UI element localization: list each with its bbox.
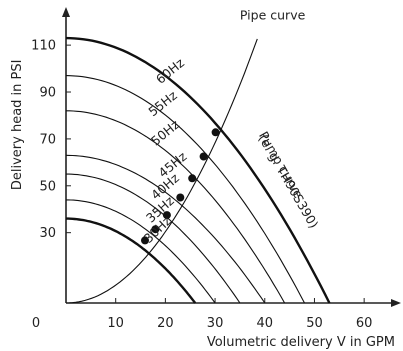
y-axis-arrow <box>62 7 70 17</box>
operating-point <box>188 174 197 183</box>
x-tick-label: 60 <box>356 316 373 331</box>
y-tick-label: 90 <box>39 86 56 101</box>
curve-label-50hz: 50Hz <box>148 116 182 148</box>
y-tick-label: 110 <box>31 39 56 54</box>
x-axis-arrow <box>391 299 401 307</box>
x-tick-label: 50 <box>306 316 323 331</box>
pump-curve-55hz <box>65 75 305 304</box>
operating-points <box>141 128 220 245</box>
x-tick-label: 40 <box>256 316 273 331</box>
pump-model-label: (e. g. TH90S390) <box>255 131 321 230</box>
pipe-curve-group <box>65 38 258 304</box>
x-tick-label: 30 <box>207 316 224 331</box>
x-tick-label: 20 <box>157 316 174 331</box>
pump-curve-35hz <box>66 199 216 304</box>
curve-label-60hz: 60Hz <box>153 55 188 87</box>
operating-point <box>141 236 149 245</box>
curve-label-55hz: 55Hz <box>145 87 180 119</box>
y-tick-label: 30 <box>39 226 56 241</box>
pump-curve-30hz <box>66 217 197 304</box>
x-tick-label: 0 <box>32 316 40 331</box>
y-tick-label: 50 <box>39 179 56 194</box>
x-tick-label: 10 <box>107 316 124 331</box>
pump-curve-60hz <box>65 36 331 304</box>
operating-point <box>151 225 160 234</box>
pipe-curve-line <box>65 38 258 304</box>
pump-curve-50hz <box>66 110 286 304</box>
operating-point <box>176 193 185 202</box>
pipe-curve-label: Pipe curve <box>240 7 306 22</box>
operating-point <box>162 211 171 220</box>
y-axis-title: Delivery head in PSI <box>10 60 25 191</box>
operating-point <box>199 152 208 161</box>
y-tick-label: 70 <box>39 132 56 147</box>
x-axis-title: Volumetric delivery V in GPM <box>207 335 395 350</box>
pump-curves <box>65 36 331 304</box>
pump-curve-45hz <box>65 154 266 304</box>
pump-curve-40hz <box>66 173 241 304</box>
axes: 0 10 20 30 40 50 60 30 50 70 90 110 Volumetric deliv… <box>10 7 401 350</box>
operating-point <box>211 128 220 137</box>
